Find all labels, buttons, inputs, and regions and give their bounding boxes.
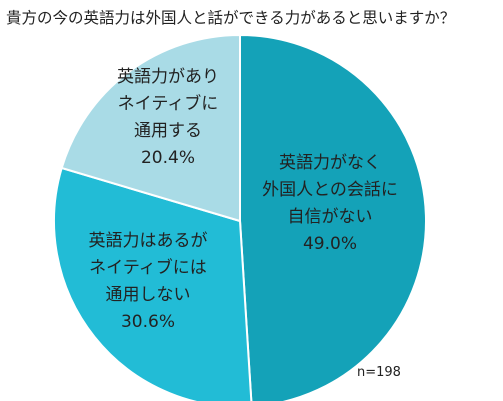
slice-category-label-line: 自信がない: [288, 207, 373, 227]
sample-size-note: n=198: [357, 365, 401, 380]
slice-value-label: 20.4%: [141, 148, 195, 168]
pie-slice-3: [60, 33, 241, 223]
slice-category-label-line: 通用する: [134, 121, 202, 141]
slice-label-3: 英語力がありネイティブに通用する 20.4%: [117, 67, 219, 168]
pie-slice-2: [53, 166, 253, 401]
slice-value-label: 30.6%: [121, 312, 175, 332]
slice-category-label-line: 英語力はあるが: [89, 231, 208, 251]
slice-category-label-line: 通用しない: [106, 285, 191, 305]
slice-category-label-line: ネイティブに: [118, 93, 219, 114]
slice-category-label-line: 英語力があり: [117, 67, 219, 87]
chart-title: 貴方の今の英語力は外国人と話ができる力があると思いますか？: [6, 9, 456, 27]
slice-category-label-line: 英語力がなく: [279, 153, 381, 173]
slice-category-label-line: ネイティブには: [89, 257, 207, 278]
pie-slices: [53, 33, 427, 401]
pie-labels: 英語力がなく外国人との会話に自信がない 49.0%英語力はあるがネイティブには通用…: [89, 67, 398, 332]
slice-category-label-line: 外国人との会話に: [262, 180, 398, 200]
slice-label-2: 英語力はあるがネイティブには通用しない 30.6%: [89, 231, 208, 332]
slice-label-1: 英語力がなく外国人との会話に自信がない 49.0%: [262, 153, 398, 254]
slice-value-label: 49.0%: [303, 234, 357, 254]
pie-slice-1: [239, 33, 427, 401]
